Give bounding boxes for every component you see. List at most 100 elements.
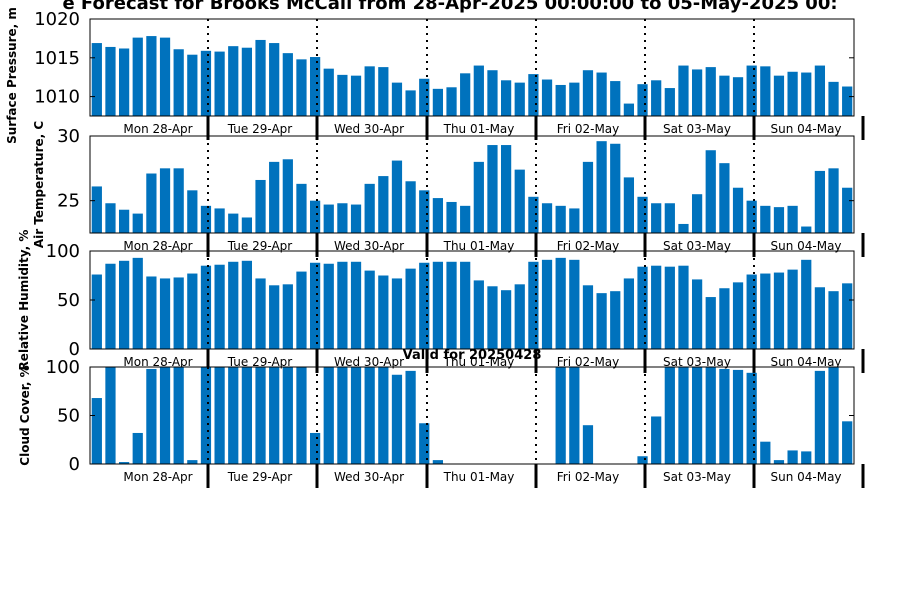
bar xyxy=(391,160,403,233)
bar xyxy=(664,88,675,116)
bar xyxy=(569,82,580,116)
bar xyxy=(541,79,553,116)
day-label: Mon 28-Apr xyxy=(123,239,192,253)
bar xyxy=(801,259,812,349)
bar xyxy=(623,177,635,233)
bar xyxy=(173,168,184,233)
bar xyxy=(500,145,512,233)
bar xyxy=(746,274,757,349)
bar xyxy=(610,143,621,233)
bar xyxy=(432,460,444,464)
bar xyxy=(405,90,416,116)
day-label: Fri 02-May xyxy=(557,355,620,369)
bar xyxy=(842,283,853,349)
bar xyxy=(814,370,826,464)
bar xyxy=(596,72,607,116)
panel-subtitle: Valid for 20250428 xyxy=(403,348,542,363)
bar xyxy=(228,213,239,233)
y-tick-label: 0 xyxy=(69,454,80,475)
bar xyxy=(378,367,389,464)
day-label: Wed 30-Apr xyxy=(334,355,404,369)
y-tick-label: 100 xyxy=(46,357,80,378)
bar xyxy=(337,74,348,116)
bar xyxy=(309,432,321,464)
day-label: Tue 29-Apr xyxy=(227,239,292,253)
bar xyxy=(760,66,771,116)
bar xyxy=(842,421,853,464)
bar xyxy=(378,67,389,116)
bar xyxy=(282,284,293,349)
bar xyxy=(91,43,102,117)
bar xyxy=(282,159,293,233)
day-label: Tue 29-Apr xyxy=(227,470,292,484)
bar xyxy=(228,261,239,349)
bar xyxy=(691,194,703,233)
bar xyxy=(473,65,484,116)
bar xyxy=(787,269,798,349)
bar xyxy=(460,73,471,116)
bar xyxy=(200,367,212,464)
bar xyxy=(828,168,839,233)
bar xyxy=(432,261,444,349)
day-label: Fri 02-May xyxy=(557,470,620,484)
bar xyxy=(364,183,375,233)
bar xyxy=(582,285,594,349)
bar xyxy=(569,208,580,233)
bar xyxy=(187,273,198,349)
day-label: Wed 30-Apr xyxy=(334,122,404,136)
y-axis-label: Relative Humidity, % xyxy=(17,230,31,371)
bar xyxy=(241,260,253,349)
bar xyxy=(664,367,675,464)
bar xyxy=(651,265,662,349)
y-tick-label: 1015 xyxy=(34,48,80,69)
bar xyxy=(760,441,771,464)
bar xyxy=(801,72,812,116)
bar xyxy=(432,198,444,233)
bar xyxy=(746,65,757,116)
bar xyxy=(269,285,280,349)
bar xyxy=(555,84,566,116)
bar xyxy=(787,71,798,116)
bar xyxy=(637,456,648,464)
bar xyxy=(732,282,744,349)
bar xyxy=(814,65,826,116)
bar xyxy=(118,462,130,464)
bar xyxy=(391,82,403,116)
bar xyxy=(678,367,689,464)
bar xyxy=(323,204,334,233)
bar xyxy=(814,287,826,349)
bar xyxy=(514,82,525,116)
day-label: Fri 02-May xyxy=(557,239,620,253)
bar xyxy=(773,207,785,233)
y-tick-label: 0 xyxy=(69,339,80,360)
day-label: Thu 01-May xyxy=(443,122,515,136)
bar xyxy=(187,460,198,464)
bar xyxy=(282,53,293,116)
bar xyxy=(651,416,662,464)
y-tick-label: 25 xyxy=(57,191,80,212)
bar xyxy=(705,67,716,116)
y-axis-label: Surface Pressure, m xyxy=(5,7,19,144)
bar xyxy=(691,279,703,349)
bar xyxy=(255,278,266,349)
bar xyxy=(118,209,130,233)
bar xyxy=(705,367,716,464)
bar xyxy=(487,286,498,349)
bar xyxy=(241,217,253,233)
bar xyxy=(146,276,157,349)
bar xyxy=(405,181,416,233)
day-label: Wed 30-Apr xyxy=(334,470,404,484)
y-tick-label: 50 xyxy=(57,290,80,311)
day-label: Sat 03-May xyxy=(663,355,731,369)
day-label: Thu 01-May xyxy=(443,470,515,484)
bar xyxy=(582,70,594,116)
bar xyxy=(132,257,143,349)
bar xyxy=(391,374,403,464)
day-label: Mon 28-Apr xyxy=(123,355,192,369)
y-axis-label: Cloud Cover, % xyxy=(18,365,32,465)
bar xyxy=(255,367,266,464)
bar xyxy=(828,81,839,116)
bar xyxy=(460,261,471,349)
